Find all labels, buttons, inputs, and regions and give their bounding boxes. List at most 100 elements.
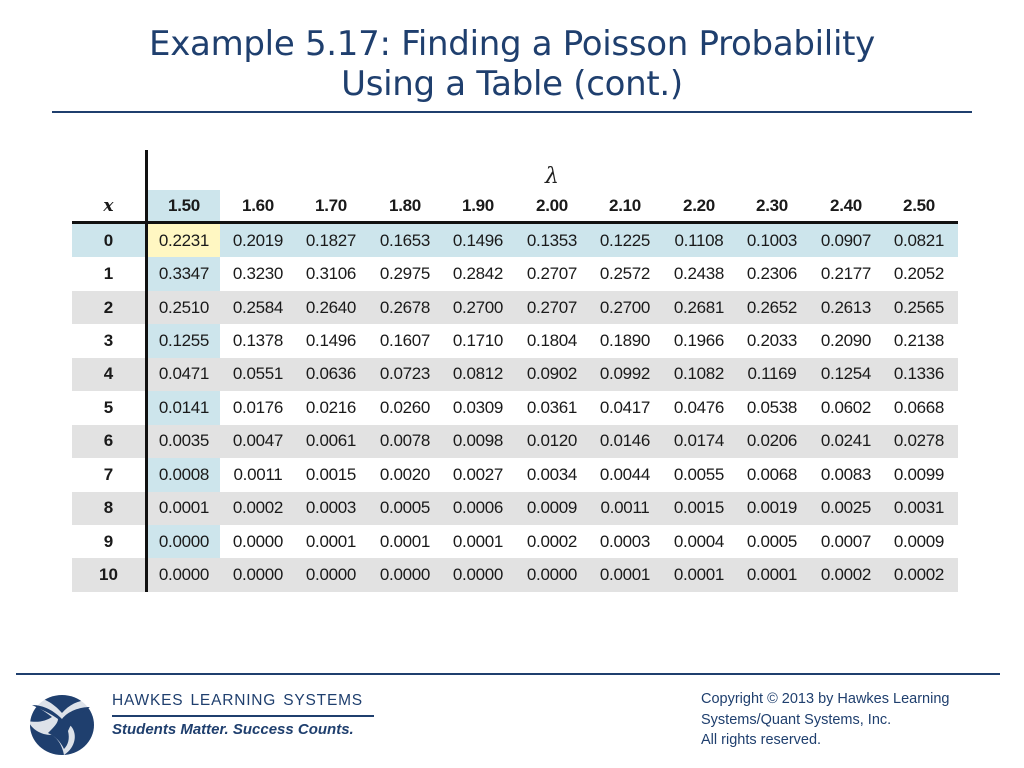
probability-cell: 0.0000	[452, 565, 504, 585]
x-value-cell: 4	[103, 364, 114, 384]
table-row: 4 0.0471 0.0551 0.0636 0.0723 0.0812 0.0902 0.0…	[72, 357, 958, 392]
probability-cell: 0.0098	[452, 431, 504, 451]
copyright-notice: Copyright © 2013 by Hawkes Learning Syst…	[701, 689, 1011, 751]
brand-name: HAWKES LEARNING SYSTEMS	[112, 692, 363, 709]
probability-cell: 0.0000	[232, 531, 284, 551]
probability-cell: 0.0083	[820, 464, 872, 484]
probability-cell: 0.2640	[305, 297, 357, 317]
probability-cell: 0.0078	[379, 431, 431, 451]
probability-cell: 0.0001	[379, 531, 431, 551]
footer-divider	[16, 673, 1000, 675]
probability-cell: 0.1108	[674, 230, 724, 250]
probability-cell: 0.0035	[158, 431, 210, 451]
probability-cell: 0.0001	[599, 565, 651, 585]
probability-cell: 0.0821	[893, 230, 945, 250]
probability-cell: 0.2700	[452, 297, 504, 317]
probability-cell: 0.0027	[452, 464, 504, 484]
probability-cell: 0.1353	[526, 230, 578, 250]
probability-cell: 0.0001	[158, 498, 210, 518]
probability-cell: 0.1966	[673, 331, 725, 351]
probability-cell: 0.0141	[158, 397, 210, 417]
lambda-header-cell: 2.20	[683, 195, 715, 215]
table-row: 0 0.2231 0.2019 0.1827 0.1653 0.1496 0.1353 0.1…	[72, 224, 958, 258]
probability-cell: 0.2510	[158, 297, 210, 317]
x-value-cell: 10	[99, 565, 118, 585]
probability-cell: 0.0001	[452, 531, 504, 551]
probability-cell: 0.0992	[599, 364, 651, 384]
probability-cell: 0.1710	[452, 331, 504, 351]
probability-cell: 0.0206	[746, 431, 798, 451]
lambda-label: λ	[545, 163, 559, 189]
slide-title: Example 5.17: Finding a Poisson Probabil…	[52, 24, 972, 104]
probability-cell: 0.0009	[893, 531, 945, 551]
lambda-header-cell: 2.50	[903, 195, 935, 215]
lambda-header-cell: 1.50	[168, 195, 200, 215]
table-row: 6 0.0035 0.0047 0.0061 0.0078 0.0098 0.0120 0.0…	[72, 424, 958, 459]
probability-cell: 0.0241	[820, 431, 872, 451]
probability-cell: 0.0902	[526, 364, 578, 384]
probability-cell: 0.0015	[673, 498, 725, 518]
probability-cell: 0.0011	[233, 464, 283, 484]
probability-cell: 0.0061	[305, 431, 357, 451]
probability-cell: 0.0000	[379, 565, 431, 585]
highlighted-cell-background	[148, 224, 220, 258]
x-value-cell: 6	[103, 431, 114, 451]
table-row: 10 0.0000 0.0000 0.0000 0.0000 0.0000 0.0000 0.…	[72, 558, 958, 592]
probability-cell: 0.0011	[600, 498, 650, 518]
x-value-cell: 3	[103, 331, 114, 351]
probability-cell: 0.2975	[379, 264, 431, 284]
probability-cell: 0.0002	[526, 531, 578, 551]
probability-cell: 0.0216	[305, 397, 357, 417]
probability-cell: 0.0174	[673, 431, 725, 451]
probability-cell: 0.0002	[232, 498, 284, 518]
table-row: 3 0.1255 0.1378 0.1496 0.1607 0.1710 0.1804 0.1…	[72, 324, 958, 357]
probability-cell: 0.2707	[526, 297, 578, 317]
probability-cell: 0.0723	[379, 364, 431, 384]
probability-cell: 0.0025	[820, 498, 872, 518]
probability-cell: 0.1169	[747, 364, 797, 384]
probability-cell: 0.2678	[379, 297, 431, 317]
x-column-rule	[145, 150, 148, 592]
probability-cell: 0.0004	[673, 531, 725, 551]
probability-cell: 0.1496	[452, 230, 504, 250]
x-value-cell: 2	[103, 297, 114, 317]
slide-title-line-1: Example 5.17: Finding a Poisson Probabil…	[149, 24, 875, 64]
probability-cell: 0.0031	[893, 498, 945, 518]
table-header-row: x 1.50 1.60 1.70 1.80 1.90 2.00 2.10 2.20 2.30 2.…	[72, 190, 958, 221]
probability-cell: 0.2842	[452, 264, 504, 284]
probability-cell: 0.0001	[305, 531, 357, 551]
probability-cell: 0.0176	[232, 397, 284, 417]
table-row: 8 0.0001 0.0002 0.0003 0.0005 0.0006 0.0009 0.0…	[72, 491, 958, 525]
probability-cell: 0.0001	[746, 565, 798, 585]
probability-cell: 0.2090	[820, 331, 872, 351]
lambda-header-cell: 1.60	[242, 195, 274, 215]
brand-tagline: Students Matter. Success Counts.	[112, 721, 354, 738]
lambda-header-cell: 1.80	[389, 195, 421, 215]
probability-cell: 0.0146	[599, 431, 651, 451]
probability-cell: 0.2584	[232, 297, 284, 317]
probability-cell: 0.2652	[746, 297, 798, 317]
lambda-header-cell: 2.00	[536, 195, 568, 215]
probability-cell: 0.1827	[305, 230, 357, 250]
probability-cell: 0.0812	[452, 364, 504, 384]
probability-cell: 0.0034	[526, 464, 578, 484]
probability-cell: 0.1336	[893, 364, 945, 384]
probability-cell: 0.2052	[893, 264, 945, 284]
probability-cell: 0.0068	[746, 464, 798, 484]
probability-cell: 0.2177	[820, 264, 872, 284]
probability-cell: 0.2138	[893, 331, 945, 351]
lambda-header-cell: 1.90	[462, 195, 494, 215]
probability-cell: 0.2613	[820, 297, 872, 317]
table-body: 0 0.2231 0.2019 0.1827 0.1653 0.1496 0.1353 0.1…	[72, 224, 958, 592]
probability-cell: 0.0000	[158, 531, 210, 551]
probability-cell: 0.0002	[893, 565, 945, 585]
probability-cell: 0.0099	[893, 464, 945, 484]
lambda-header-cell: 1.70	[315, 195, 347, 215]
probability-cell: 0.0278	[893, 431, 945, 451]
probability-cell: 0.0538	[746, 397, 798, 417]
probability-cell: 0.1225	[599, 230, 651, 250]
probability-cell: 0.0602	[820, 397, 872, 417]
probability-cell: 0.1607	[379, 331, 431, 351]
probability-cell: 0.3106	[305, 264, 357, 284]
probability-cell: 0.1082	[673, 364, 725, 384]
